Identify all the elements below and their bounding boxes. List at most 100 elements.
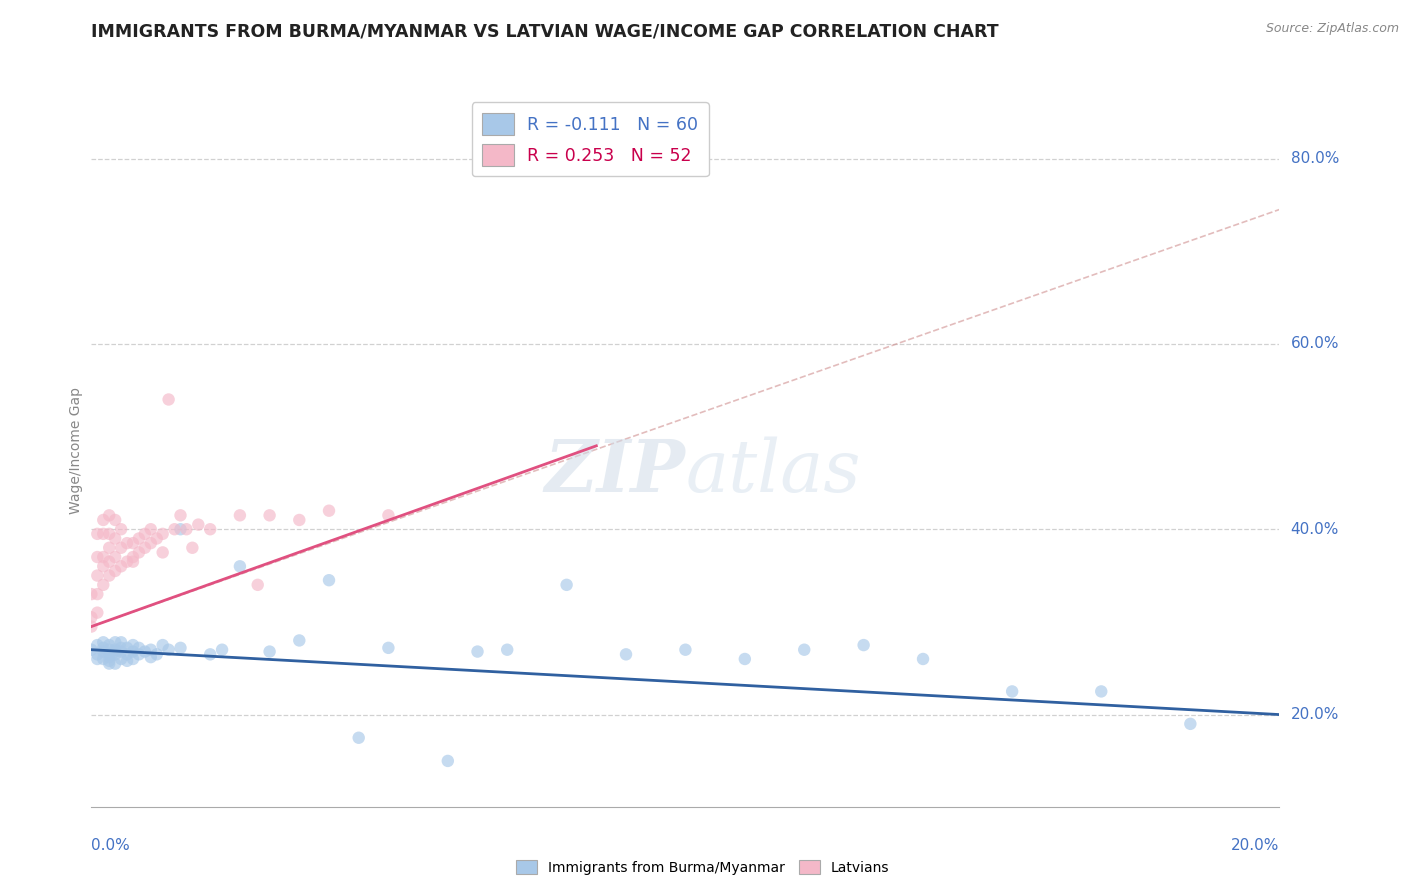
Point — [91, 513, 114, 527]
Point — [347, 731, 370, 745]
Point — [1180, 716, 1202, 731]
Point — [377, 640, 399, 655]
Point — [98, 657, 121, 671]
Point — [115, 640, 138, 655]
Point — [110, 522, 132, 536]
Point — [86, 527, 108, 541]
Point — [86, 648, 108, 662]
Point — [318, 573, 340, 587]
Point — [673, 642, 696, 657]
Point — [104, 513, 127, 527]
Point — [110, 541, 132, 555]
Text: Source: ZipAtlas.com: Source: ZipAtlas.com — [1265, 22, 1399, 36]
Point — [139, 642, 162, 657]
Point — [110, 635, 132, 649]
Point — [104, 648, 127, 662]
Point — [122, 644, 145, 658]
Point — [139, 522, 162, 536]
Point — [467, 644, 489, 658]
Point — [91, 559, 114, 574]
Text: atlas: atlas — [685, 436, 860, 508]
Point — [246, 578, 269, 592]
Point — [152, 638, 174, 652]
Point — [86, 652, 108, 666]
Point — [104, 532, 127, 546]
Point — [139, 650, 162, 665]
Point — [436, 754, 458, 768]
Point — [110, 559, 132, 574]
Point — [211, 642, 233, 657]
Point — [98, 654, 121, 668]
Point — [169, 640, 191, 655]
Point — [288, 513, 311, 527]
Point — [98, 555, 121, 569]
Point — [128, 648, 150, 662]
Point — [911, 652, 934, 666]
Legend: Immigrants from Burma/Myanmar, Latvians: Immigrants from Burma/Myanmar, Latvians — [510, 855, 896, 880]
Text: 20.0%: 20.0% — [1232, 838, 1279, 853]
Point — [145, 648, 167, 662]
Point — [104, 644, 127, 658]
Point — [259, 644, 281, 658]
Point — [157, 642, 180, 657]
Point — [181, 541, 204, 555]
Legend: R = -0.111   N = 60, R = 0.253   N = 52: R = -0.111 N = 60, R = 0.253 N = 52 — [472, 103, 709, 177]
Point — [229, 508, 252, 523]
Point — [104, 657, 127, 671]
Point — [157, 392, 180, 407]
Point — [80, 587, 103, 601]
Point — [115, 536, 138, 550]
Point — [229, 559, 252, 574]
Point — [104, 549, 127, 564]
Point — [122, 549, 145, 564]
Point — [134, 644, 156, 658]
Point — [1090, 684, 1112, 698]
Point — [98, 650, 121, 665]
Text: 80.0%: 80.0% — [1291, 151, 1339, 166]
Point — [122, 652, 145, 666]
Point — [80, 610, 103, 624]
Point — [104, 564, 127, 578]
Point — [377, 508, 399, 523]
Point — [122, 555, 145, 569]
Point — [115, 654, 138, 668]
Point — [104, 642, 127, 657]
Point — [98, 568, 121, 582]
Text: 60.0%: 60.0% — [1291, 336, 1339, 351]
Point — [128, 640, 150, 655]
Point — [115, 555, 138, 569]
Point — [110, 652, 132, 666]
Point — [134, 527, 156, 541]
Point — [80, 619, 103, 633]
Y-axis label: Wage/Income Gap: Wage/Income Gap — [69, 387, 83, 514]
Point — [86, 638, 108, 652]
Point — [91, 640, 114, 655]
Text: 20.0%: 20.0% — [1291, 707, 1339, 723]
Point — [152, 545, 174, 559]
Point — [91, 549, 114, 564]
Point — [134, 541, 156, 555]
Point — [614, 648, 637, 662]
Point — [98, 508, 121, 523]
Text: 40.0%: 40.0% — [1291, 522, 1339, 537]
Point — [98, 648, 121, 662]
Point — [86, 606, 108, 620]
Point — [91, 644, 114, 658]
Point — [91, 527, 114, 541]
Point — [145, 532, 167, 546]
Point — [80, 642, 103, 657]
Point — [86, 568, 108, 582]
Point — [110, 644, 132, 658]
Point — [163, 522, 186, 536]
Point — [793, 642, 815, 657]
Point — [852, 638, 875, 652]
Point — [110, 640, 132, 655]
Point — [122, 536, 145, 550]
Point — [91, 652, 114, 666]
Point — [98, 541, 121, 555]
Point — [139, 536, 162, 550]
Point — [187, 517, 209, 532]
Point — [91, 635, 114, 649]
Point — [98, 527, 121, 541]
Point — [200, 522, 222, 536]
